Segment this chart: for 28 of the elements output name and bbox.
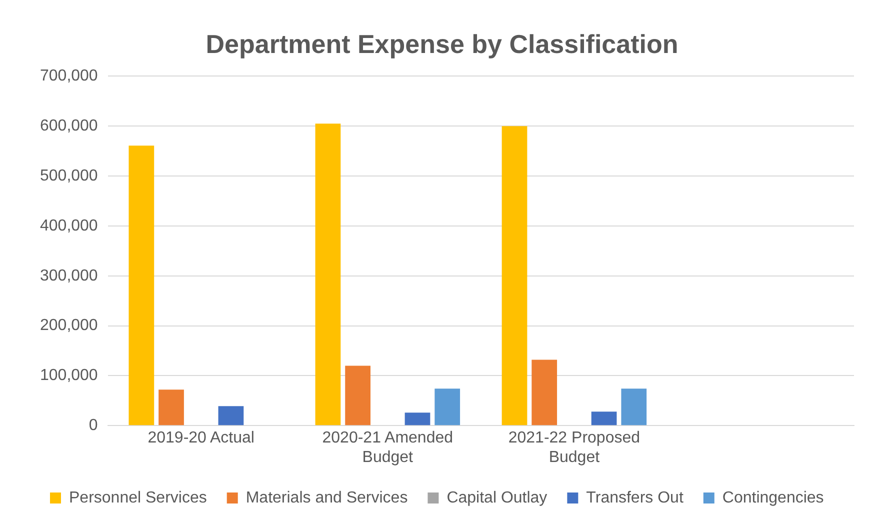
bar bbox=[315, 124, 341, 426]
bar bbox=[404, 412, 430, 426]
y-tick-label: 300,000 bbox=[40, 267, 98, 284]
bar bbox=[502, 126, 528, 426]
bar bbox=[158, 390, 184, 426]
bar bbox=[621, 388, 647, 426]
y-tick-label: 700,000 bbox=[40, 68, 98, 85]
y-tick-label: 100,000 bbox=[40, 367, 98, 384]
y-tick-label: 400,000 bbox=[40, 217, 98, 234]
x-tick-label: 2019-20 Actual bbox=[148, 430, 254, 447]
legend-label: Contingencies bbox=[722, 489, 824, 506]
bar bbox=[128, 146, 154, 426]
bar bbox=[218, 406, 244, 426]
bar bbox=[591, 412, 617, 426]
legend-label: Materials and Services bbox=[246, 489, 408, 506]
bar bbox=[532, 360, 558, 426]
x-tick-label: 2021-22 Proposed Budget bbox=[508, 430, 640, 466]
bar bbox=[345, 366, 370, 426]
y-tick-label: 500,000 bbox=[40, 167, 98, 184]
chart-title: Department Expense by Classification bbox=[206, 28, 678, 59]
legend-label: Capital Outlay bbox=[446, 489, 548, 506]
bar bbox=[434, 388, 460, 426]
y-tick-label: 0 bbox=[88, 417, 98, 434]
y-tick-label: 600,000 bbox=[40, 118, 98, 135]
legend-label: Personnel Services bbox=[69, 489, 207, 506]
x-tick-label: 2020-21 Amended Budget bbox=[322, 430, 454, 466]
y-tick-label: 200,000 bbox=[40, 317, 98, 334]
legend-label: Transfers Out bbox=[586, 489, 684, 506]
